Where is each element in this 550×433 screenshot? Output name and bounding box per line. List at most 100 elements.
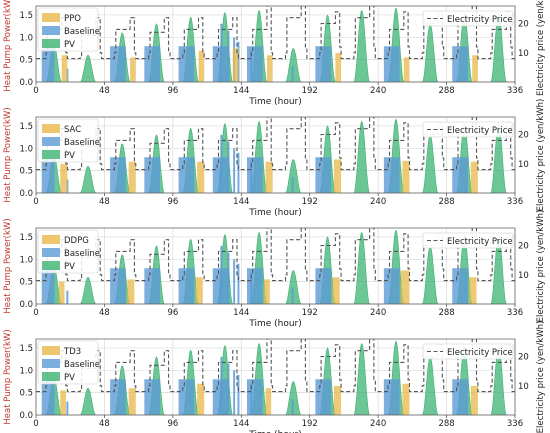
x-tick-label: 192 [302, 86, 318, 96]
baseline-spike [233, 259, 236, 304]
y-left-tick-label: 1.5 [19, 344, 33, 354]
baseline-bar [315, 379, 332, 415]
legend-label: PV [64, 40, 75, 50]
agent-bar [335, 52, 342, 82]
baseline-bar [144, 157, 161, 193]
plot-area [36, 6, 515, 82]
baseline-bar [452, 268, 468, 304]
legend-label: Baseline [64, 27, 100, 37]
x-tick-label: 96 [167, 308, 178, 318]
x-tick-label: 144 [233, 419, 249, 429]
baseline-spike [233, 148, 236, 193]
y-left-tick-label: 0.5 [19, 56, 33, 66]
agent-bar [470, 161, 478, 193]
x-tick-label: 192 [302, 197, 318, 207]
legend-label: Baseline [64, 360, 100, 370]
agent-bar [402, 160, 410, 193]
baseline-spike [66, 401, 69, 415]
agent-bar [130, 57, 136, 82]
legend-swatch [42, 346, 60, 355]
baseline-bar [41, 47, 55, 82]
x-tick-label: 336 [507, 308, 523, 318]
legend-label: SAC [64, 125, 81, 135]
agent-bar [400, 270, 410, 304]
baseline-bar [41, 269, 55, 304]
baseline-bar [110, 268, 126, 304]
y-right-tick-label: 10 [518, 160, 529, 170]
baseline-bar [383, 157, 400, 193]
pv-area [353, 120, 370, 193]
legend-label: DDPG [64, 236, 89, 246]
pv-area [285, 48, 302, 82]
pv-area [285, 381, 302, 415]
plot-frame [35, 5, 516, 83]
y-right-tick-label: 20 [518, 131, 529, 141]
agent-bar [198, 50, 205, 82]
x-tick-label: 48 [99, 197, 110, 207]
x-tick-label: 0 [33, 308, 38, 318]
x-tick-label: 288 [438, 86, 454, 96]
baseline-bar [110, 46, 126, 82]
baseline-spike [291, 288, 294, 304]
pv-area [421, 23, 439, 82]
x-tick-label: 0 [33, 197, 38, 207]
plot-area [36, 339, 515, 415]
x-tick-label: 0 [33, 86, 38, 96]
price-legend-box [422, 121, 514, 138]
y-right-tick-label: 20 [518, 242, 529, 252]
pv-area [285, 270, 302, 304]
baseline-spike [66, 290, 69, 304]
y-left-tick-label: 1.5 [19, 233, 33, 243]
legend-swatch [42, 13, 60, 22]
baseline-bar [246, 268, 263, 304]
pv-area [353, 231, 370, 304]
pv-area [285, 159, 302, 193]
x-tick-label: 240 [370, 86, 386, 96]
baseline-bar [41, 380, 55, 415]
legend-label: Baseline [64, 138, 100, 148]
legend-label: TD3 [63, 347, 81, 357]
x-tick-label: 240 [370, 419, 386, 429]
y-left-tick-label: 1.0 [19, 144, 33, 154]
baseline-spike [220, 134, 223, 193]
plot-frame [35, 338, 516, 416]
legend-label: Baseline [64, 249, 100, 259]
agent-bar [333, 159, 342, 193]
legend-swatch [42, 372, 60, 381]
baseline-spike [250, 272, 253, 304]
pv-area [353, 342, 370, 415]
agent-bar [265, 161, 273, 193]
y-right-axis-label: Electricity price (yen/kWh) [536, 321, 546, 433]
y-left-tick-label: 0.5 [19, 389, 33, 399]
legend-swatch [42, 39, 60, 48]
y-right-axis-label: Electricity price (yen/kWh) [536, 210, 546, 323]
price-legend-box [422, 343, 514, 360]
baseline-bar [383, 46, 400, 82]
agent-bar [472, 55, 478, 82]
x-tick-label: 288 [438, 308, 454, 318]
baseline-bar [246, 46, 263, 82]
agent-bar [58, 281, 65, 304]
baseline-spike [237, 152, 240, 193]
baseline-spike [220, 356, 223, 415]
pv-area [353, 9, 370, 82]
baseline-bar [246, 379, 263, 415]
y-left-tick-label: 1.0 [19, 33, 33, 43]
baseline-spike [227, 141, 230, 193]
baseline-bar [110, 379, 126, 415]
x-tick-label: 336 [507, 419, 523, 429]
baseline-spike [250, 161, 253, 193]
agent-bar [265, 388, 272, 415]
price-legend-label: Electricity Price [447, 126, 513, 136]
x-axis-label: Time (hour) [248, 430, 302, 433]
x-tick-label: 336 [507, 86, 523, 96]
baseline-bar [178, 157, 195, 193]
baseline-bar [452, 157, 468, 193]
x-axis-label: Time (hour) [248, 319, 302, 329]
baseline-bar [383, 379, 400, 415]
y-left-axis-label: Heat Pump Power(kW) [3, 329, 13, 424]
pv-area [80, 165, 97, 193]
baseline-bar [383, 268, 400, 304]
price-legend-label: Electricity Price [447, 237, 513, 247]
y-left-tick-label: 0.5 [19, 167, 33, 177]
